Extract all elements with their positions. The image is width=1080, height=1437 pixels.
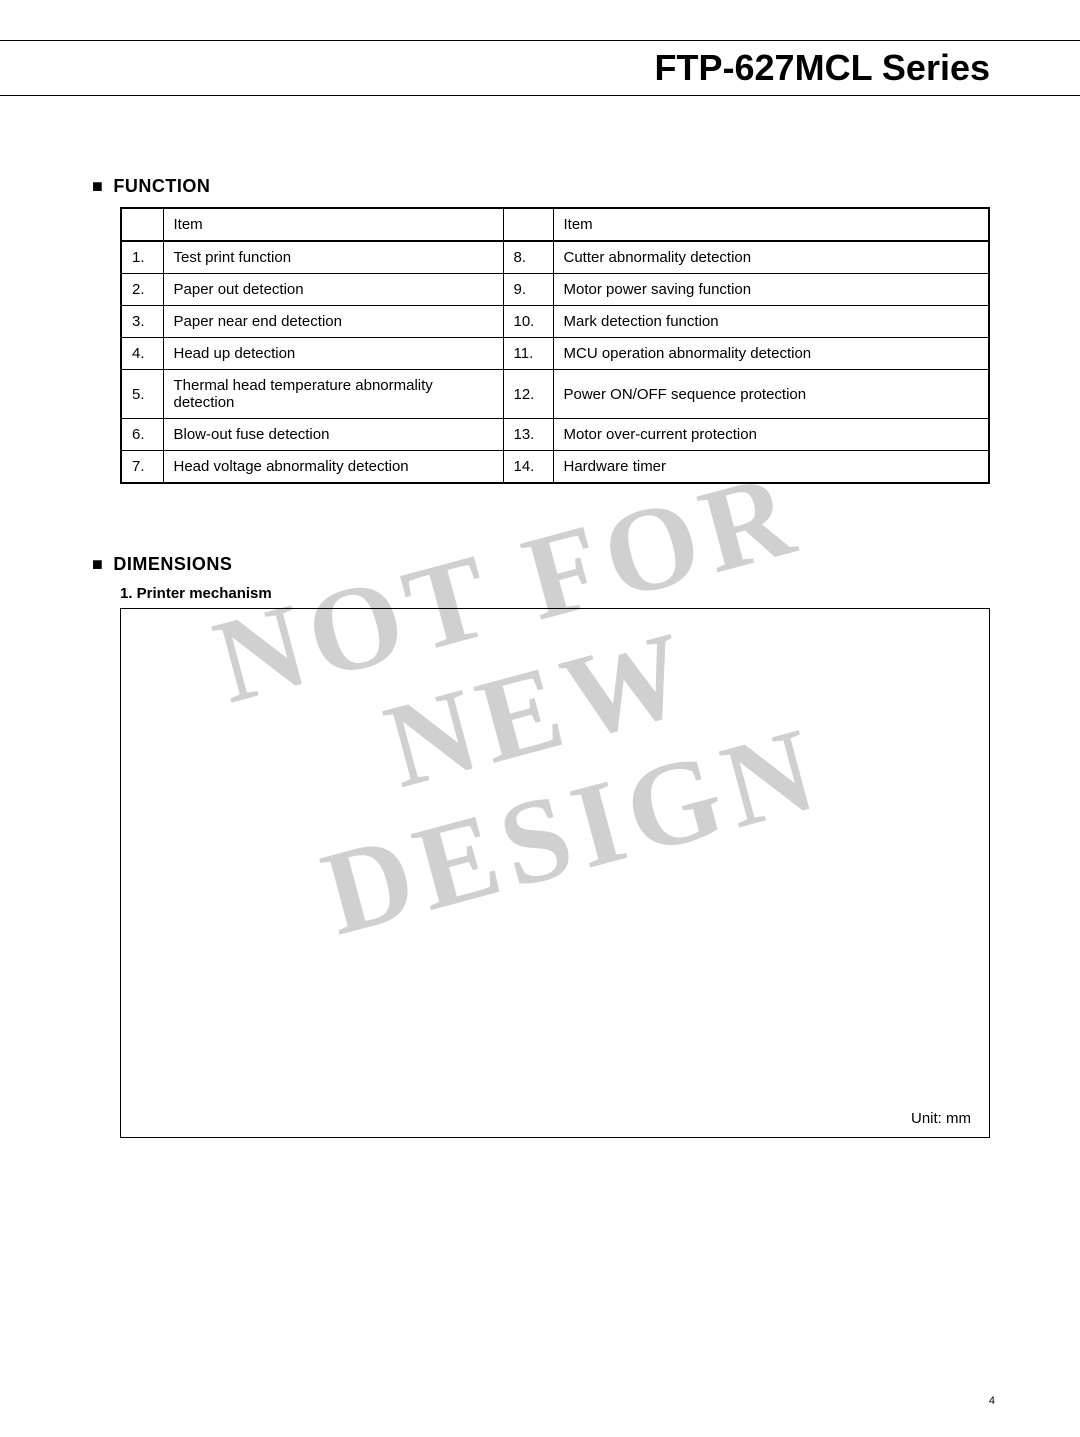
row-desc: Cutter abnormality detection [553,241,989,274]
header-item-left: Item [163,208,503,241]
table-row: 6. Blow-out fuse detection 13. Motor ove… [121,419,989,451]
table-header-row: Item Item [121,208,989,241]
header-blank-left [121,208,163,241]
header-item-right: Item [553,208,989,241]
page-header: FTP-627MCL Series [0,40,1080,96]
row-desc: Mark detection function [553,306,989,338]
row-desc: Head voltage abnormality detection [163,451,503,484]
table-row: 7. Head voltage abnormality detection 14… [121,451,989,484]
row-num: 10. [503,306,553,338]
table-row: 4. Head up detection 11. MCU operation a… [121,338,989,370]
row-desc: Paper near end detection [163,306,503,338]
function-heading: FUNCTION [120,176,990,197]
row-num: 4. [121,338,163,370]
table-row: 2. Paper out detection 9. Motor power sa… [121,274,989,306]
row-num: 7. [121,451,163,484]
unit-label: Unit: mm [911,1110,971,1127]
header-blank-right [503,208,553,241]
table-row: 1. Test print function 8. Cutter abnorma… [121,241,989,274]
row-num: 2. [121,274,163,306]
function-table: Item Item 1. Test print function 8. Cutt… [120,207,990,484]
row-desc: Motor power saving function [553,274,989,306]
row-desc: Blow-out fuse detection [163,419,503,451]
row-num: 12. [503,370,553,419]
row-desc: Paper out detection [163,274,503,306]
row-num: 1. [121,241,163,274]
row-desc: Power ON/OFF sequence protection [553,370,989,419]
row-desc: MCU operation abnormality detection [553,338,989,370]
row-desc: Thermal head temperature abnormality det… [163,370,503,419]
dimensions-heading: DIMENSIONS [120,554,990,575]
table-row: 3. Paper near end detection 10. Mark det… [121,306,989,338]
page-title: FTP-627MCL Series [0,47,990,89]
row-desc: Motor over-current protection [553,419,989,451]
table-row: 5. Thermal head temperature abnormality … [121,370,989,419]
row-num: 9. [503,274,553,306]
row-desc: Test print function [163,241,503,274]
dimensions-diagram-box: Unit: mm [120,608,990,1138]
row-desc: Hardware timer [553,451,989,484]
row-num: 8. [503,241,553,274]
row-num: 3. [121,306,163,338]
row-num: 14. [503,451,553,484]
dimensions-subheading: 1. Printer mechanism [120,585,990,602]
row-desc: Head up detection [163,338,503,370]
row-num: 13. [503,419,553,451]
row-num: 11. [503,338,553,370]
row-num: 5. [121,370,163,419]
row-num: 6. [121,419,163,451]
